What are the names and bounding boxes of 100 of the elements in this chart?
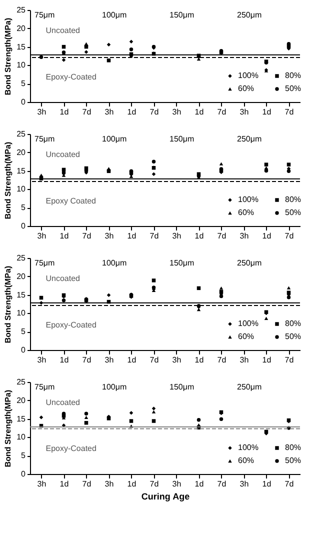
ref-line-label: Uncoated <box>46 150 80 159</box>
x-tick-label: 1d <box>262 232 272 240</box>
annotation: 250μm <box>237 258 262 268</box>
x-tick-label: 1d <box>194 356 204 364</box>
y-axis-title: Bond Strength(MPa) <box>4 18 13 96</box>
x-tick-label: 3h <box>104 480 114 488</box>
x-tick-label: 1d <box>262 356 272 364</box>
x-tick-label: 1d <box>60 108 69 116</box>
x-tick-label: 3h <box>37 108 46 116</box>
y-tick-label: 20 <box>16 272 26 281</box>
x-tick-label: 7d <box>217 232 226 240</box>
y-tick-label: 20 <box>16 24 26 33</box>
x-tick-label: 1d <box>194 480 204 488</box>
x-tick-label: 3h <box>172 480 182 488</box>
x-tick-label: 7d <box>284 232 294 240</box>
annotation: 100μm <box>102 10 127 20</box>
ref-line-label: Uncoated <box>46 274 80 283</box>
ref-line-label: Uncoated <box>46 26 80 35</box>
x-tick-label: 7d <box>217 356 226 364</box>
y-tick-label: 5 <box>21 451 26 460</box>
y-tick-label: 0 <box>21 222 26 230</box>
y-tick-label: 10 <box>16 184 26 194</box>
y-axis-title: Bond Strength(MPa) <box>4 390 13 468</box>
x-tick-label: 1d <box>127 356 136 364</box>
x-tick-label: 7d <box>82 480 92 488</box>
y-tick-label: 5 <box>21 203 26 212</box>
legend-label: 50% <box>285 332 302 341</box>
annotation: 150μm <box>170 134 194 144</box>
y-axis-title: Bond Strength(MPa) <box>4 142 13 220</box>
y-tick-label: 25 <box>16 130 26 138</box>
x-tick-label: 7d <box>150 232 159 240</box>
x-tick-label: 1d <box>127 480 136 488</box>
legend-label: 50% <box>285 208 302 217</box>
y-tick-label: 20 <box>16 396 26 405</box>
x-tick-label: 7d <box>82 356 92 364</box>
ref-line-label: Uncoated <box>46 398 80 407</box>
x-tick-label: 1d <box>60 232 69 240</box>
x-tick-label: 7d <box>284 108 294 116</box>
y-tick-label: 15 <box>16 42 26 52</box>
y-tick-label: 10 <box>16 432 26 442</box>
annotation: 75μm <box>34 134 56 144</box>
legend-label: 80% <box>285 319 302 328</box>
x-tick-label: 3h <box>37 480 46 488</box>
x-tick-label: 1d <box>60 356 69 364</box>
x-tick-label: 1d <box>262 108 272 116</box>
legend-label: 100% <box>238 319 258 328</box>
x-tick-label: 1d <box>127 232 136 240</box>
y-tick-label: 15 <box>16 290 26 300</box>
x-tick-label: 1d <box>127 108 136 116</box>
x-tick-label: 3h <box>37 356 46 364</box>
annotation: 100μm <box>102 382 127 392</box>
x-tick-label: 1d <box>194 108 204 116</box>
x-tick-label: 7d <box>217 108 226 116</box>
annotation: 75μm <box>34 10 56 20</box>
legend-label: 80% <box>285 71 302 80</box>
y-tick-label: 5 <box>21 79 26 88</box>
y-tick-label: 10 <box>16 60 26 70</box>
y-tick-label: 0 <box>21 470 26 478</box>
legend-label: 100% <box>238 443 258 452</box>
legend-label: 100% <box>238 195 258 204</box>
y-tick-label: 20 <box>16 148 26 157</box>
legend-label: 60% <box>238 332 254 341</box>
x-tick-label: 7d <box>284 356 294 364</box>
annotation: 75μm <box>34 258 56 268</box>
legend-label: 100% <box>238 71 258 80</box>
x-tick-label: 3h <box>172 108 182 116</box>
annotation: 250μm <box>237 382 262 392</box>
y-tick-label: 25 <box>16 6 26 14</box>
x-tick-label: 7d <box>217 480 226 488</box>
x-tick-label: 3h <box>240 232 249 240</box>
x-tick-label: 3h <box>104 108 114 116</box>
x-tick-label: 3h <box>172 356 182 364</box>
ref-line-label: Epoxy Coated <box>46 196 96 206</box>
x-tick-label: 3h <box>37 232 46 240</box>
x-tick-label: 1d <box>60 480 69 488</box>
legend-label: 60% <box>238 84 254 93</box>
y-tick-label: 0 <box>21 98 26 106</box>
annotation: 150μm <box>170 258 194 268</box>
x-axis-title: Curing Age <box>141 492 190 502</box>
x-tick-label: 3h <box>104 356 114 364</box>
x-tick-label: 3h <box>104 232 114 240</box>
y-tick-label: 10 <box>16 308 26 318</box>
x-tick-label: 7d <box>150 480 159 488</box>
y-tick-label: 15 <box>16 166 26 176</box>
y-tick-label: 25 <box>16 254 26 262</box>
annotation: 100μm <box>102 258 127 268</box>
x-tick-label: 3h <box>172 232 182 240</box>
y-axis-title: Bond Strength(MPa) <box>4 266 13 344</box>
legend-label: 80% <box>285 195 302 204</box>
x-tick-label: 7d <box>82 108 92 116</box>
annotation: 250μm <box>237 10 262 20</box>
x-tick-label: 7d <box>284 480 294 488</box>
x-tick-label: 7d <box>150 108 159 116</box>
x-tick-label: 1d <box>194 232 204 240</box>
x-tick-label: 3h <box>240 356 249 364</box>
x-tick-label: 7d <box>150 356 159 364</box>
legend-label: 50% <box>285 84 302 93</box>
legend-label: 60% <box>238 456 254 465</box>
ref-line-label: Epoxy-Coated <box>46 444 96 453</box>
annotation: 150μm <box>170 382 194 392</box>
